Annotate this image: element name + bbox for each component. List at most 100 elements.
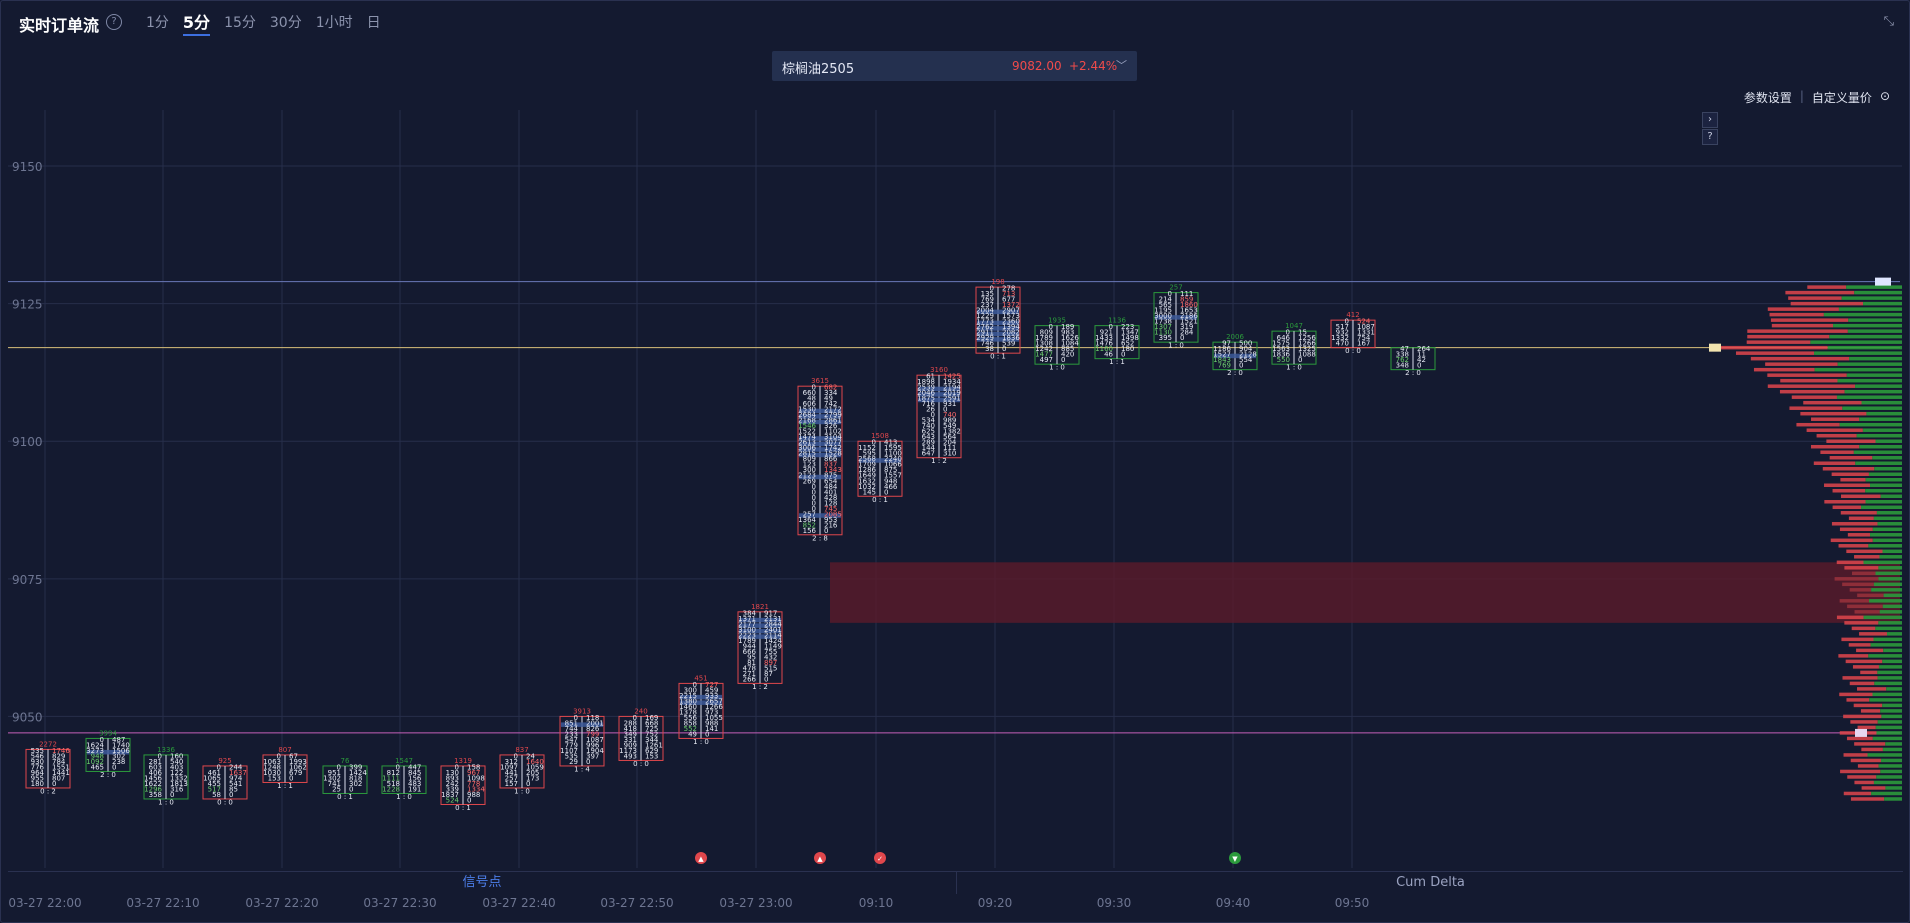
ask-volume: 0: [764, 675, 768, 683]
candle-ratio: 1 : 0: [1168, 342, 1184, 350]
profile-bar-buy: [1872, 736, 1902, 741]
bid-volume: 3006: [798, 444, 816, 452]
bid-volume: 1097: [500, 763, 518, 771]
profile-bar-buy: [1865, 477, 1902, 482]
ask-volume: 205: [526, 769, 539, 777]
bid-volume: 1837: [441, 791, 459, 799]
bid-volume: 180: [31, 780, 44, 788]
profile-bar-sell: [1770, 318, 1849, 322]
settings-circle-icon[interactable]: ⊙: [1879, 89, 1890, 103]
tab-cum-delta[interactable]: Cum Delta: [956, 872, 1904, 894]
bid-volume: 1789: [738, 637, 756, 645]
profile-bar-buy: [1863, 301, 1902, 306]
profile-bar-buy: [1879, 555, 1902, 559]
ask-volume: 278: [1002, 285, 1015, 293]
collapse-icon[interactable]: ⤡: [1883, 14, 1894, 29]
bid-volume: 135: [981, 290, 994, 298]
tab-signal-points[interactable]: 信号点: [462, 875, 502, 890]
bid-volume: 2215: [679, 692, 697, 700]
profile-bar-buy: [1876, 731, 1902, 735]
help-small-icon[interactable]: ?: [1702, 129, 1718, 145]
ask-volume: 189: [1061, 323, 1074, 331]
bid-volume: 909: [624, 741, 637, 749]
ask-volume: 2001: [586, 719, 604, 727]
profile-bar-sell: [1838, 654, 1869, 658]
profile-bar-buy: [1862, 428, 1902, 432]
ask-volume: 1102: [824, 428, 842, 436]
bid-volume: 1107: [560, 747, 578, 755]
bid-volume: 809: [1040, 329, 1053, 337]
tab-15min[interactable]: 15分: [224, 15, 256, 31]
ask-volume: 2131: [764, 615, 782, 623]
bid-volume: 1242: [1035, 345, 1053, 353]
candle-ratio: 1 : 0: [1049, 364, 1065, 372]
profile-bar-sell: [1854, 555, 1880, 559]
panel-title: 实时订单流: [19, 16, 100, 35]
bid-volume: 266: [743, 675, 757, 683]
ask-volume: 1332: [170, 774, 188, 782]
bid-volume: 1371: [738, 615, 756, 623]
profile-bar-sell: [1852, 571, 1876, 576]
tab-1hour[interactable]: 1小时: [315, 15, 353, 31]
custom-price-button[interactable]: 自定义量价: [1811, 91, 1872, 105]
profile-bar-buy: [1839, 422, 1902, 427]
bid-volume: 1065: [203, 774, 221, 782]
bid-volume: 1477: [1035, 351, 1053, 359]
header: 实时订单流 ? 1分 5分 15分 30分 1小时 日 ⤡: [0, 0, 1910, 46]
profile-bar-sell: [1856, 648, 1884, 653]
tab-5min[interactable]: 5分: [182, 12, 211, 36]
ask-volume: 1261: [645, 741, 663, 749]
ask-volume: 807: [52, 774, 65, 782]
highlight-cell: [739, 617, 781, 623]
symbol-selector[interactable]: 棕榈油2505 9082.00 +2.44% ﹀: [772, 51, 1137, 81]
ask-volume: 1626: [1061, 334, 1079, 342]
signal-up-icon: ▲: [817, 855, 823, 863]
bid-volume: 964: [31, 769, 45, 777]
bid-volume: 550: [1277, 356, 1290, 364]
bid-volume: 1773: [976, 318, 994, 326]
tab-30min[interactable]: 30分: [269, 15, 302, 31]
profile-bar-sell: [1839, 599, 1869, 603]
profile-bar-buy: [1869, 698, 1902, 702]
profile-bar-sell: [1796, 422, 1840, 427]
ask-volume: 128: [824, 499, 837, 507]
bid-volume: 1649: [858, 472, 876, 480]
params-button[interactable]: 参数设置: [1743, 91, 1792, 105]
bid-volume: 257: [505, 774, 518, 782]
profile-bar-sell: [1767, 373, 1847, 377]
ask-volume: 875: [824, 472, 837, 480]
tab-day[interactable]: 日: [366, 15, 381, 31]
candle-delta: 1935: [1048, 317, 1066, 325]
bid-volume: 465: [91, 763, 104, 771]
ask-volume: 953: [824, 516, 837, 524]
help-icon[interactable]: ?: [106, 14, 122, 30]
bid-volume: 1460: [679, 703, 697, 711]
profile-bar-buy: [1877, 676, 1902, 680]
ask-volume: 173: [526, 774, 539, 782]
bid-volume: 0: [931, 411, 935, 419]
ask-volume: 0: [349, 785, 353, 793]
bid-volume: 1563: [1272, 345, 1290, 353]
ask-volume: 1266: [705, 703, 723, 711]
profile-bar-sell: [1788, 296, 1842, 300]
profile-bar-sell: [1746, 340, 1811, 344]
tab-1min[interactable]: 1分: [146, 15, 169, 31]
bid-volume: 455: [208, 780, 221, 788]
bid-volume: 95: [747, 653, 756, 661]
profile-bar-buy: [1880, 758, 1902, 763]
ask-volume: 1334: [467, 785, 485, 793]
ask-volume: 988: [705, 719, 718, 727]
bid-volume: 0: [217, 763, 221, 771]
bid-volume: 1030: [263, 769, 281, 777]
signal-marker: [695, 852, 707, 864]
candle-delta: 3160: [930, 366, 948, 374]
chevron-right-icon[interactable]: ›: [1702, 112, 1718, 128]
bid-volume: 955: [31, 774, 44, 782]
profile-bar-sell: [1848, 643, 1871, 647]
profile-bar-sell: [1847, 604, 1883, 609]
